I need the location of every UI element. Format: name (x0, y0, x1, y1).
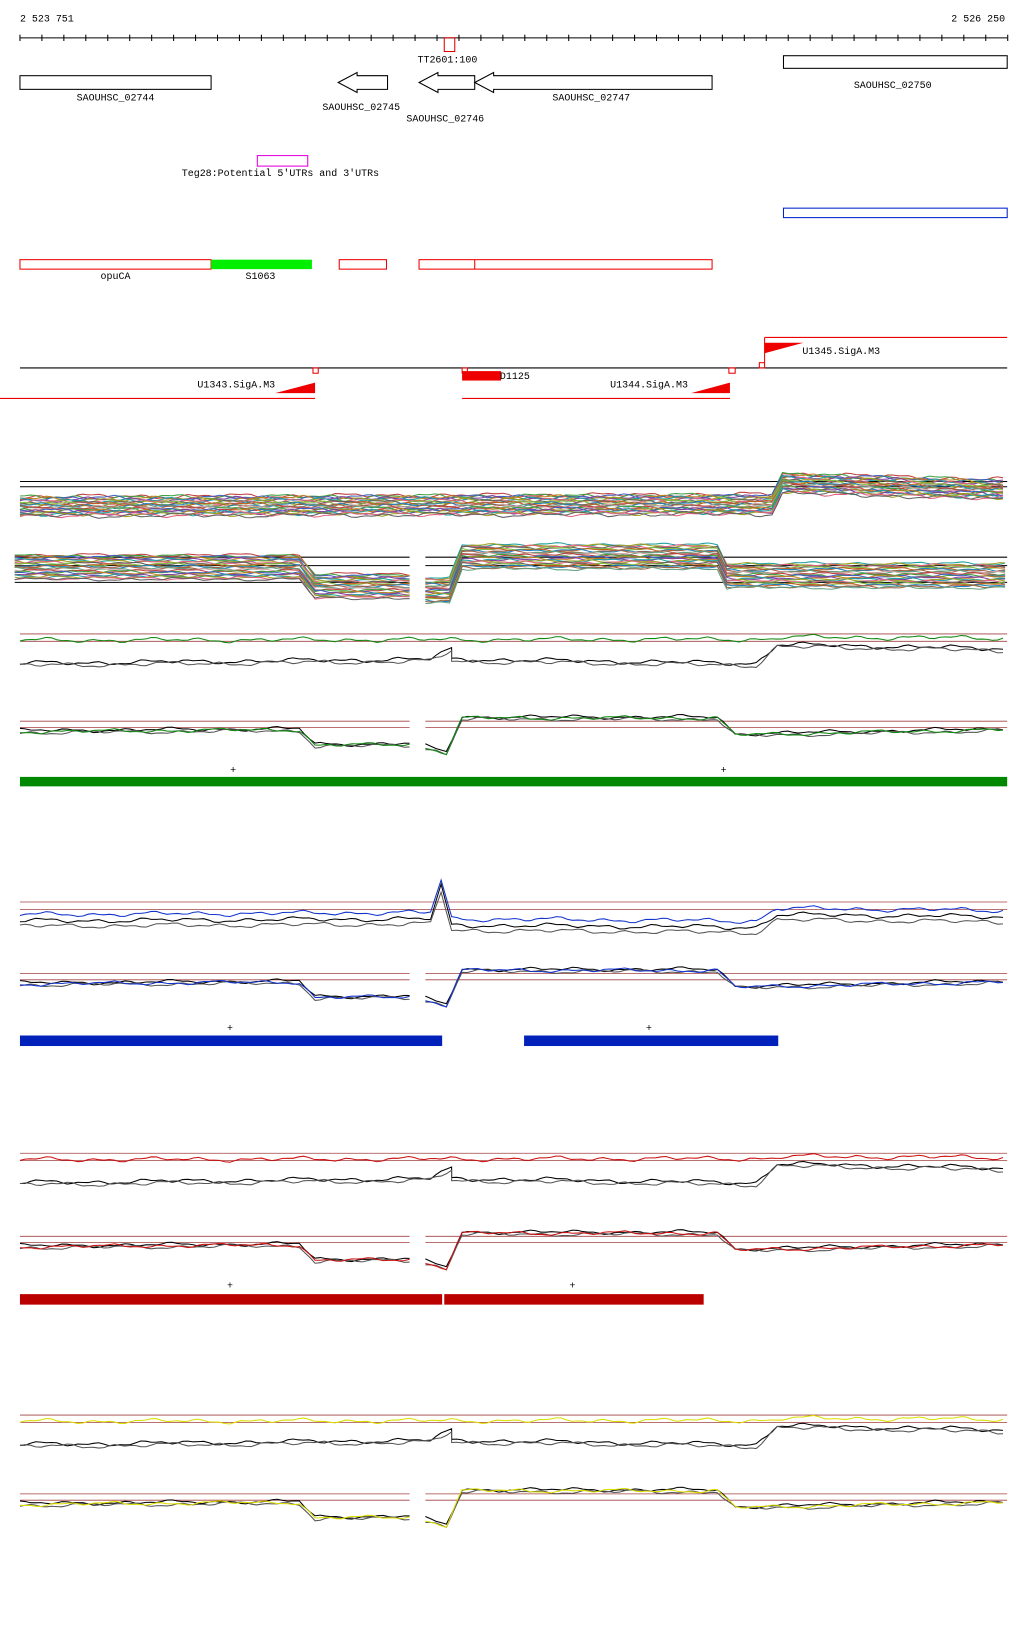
expression-line (14, 556, 410, 581)
expression-line (19, 633, 1004, 644)
expression-line (19, 1164, 1004, 1188)
expression-line (425, 967, 1004, 1008)
gene-arrow (417, 71, 476, 94)
expression-line (19, 1243, 410, 1264)
terminator-label: TT2601:100 (418, 55, 478, 66)
ruler-end: 2 526 250 (951, 14, 1005, 25)
utr-box (256, 155, 309, 167)
utr-label: Teg28:Potential 5'UTRs and 3'UTRs (182, 168, 379, 179)
expression-line (425, 1489, 1004, 1529)
strand-mark: + (569, 1280, 575, 1291)
expression-line (19, 727, 410, 747)
expression-line (425, 553, 1006, 593)
strand-mark: + (721, 765, 727, 776)
gene-label: SAOUHSC_02746 (406, 113, 484, 124)
promoter-box (728, 367, 736, 374)
expression-line (19, 878, 1004, 924)
expression-line (19, 728, 410, 749)
expression-line (19, 979, 410, 999)
expression-line (19, 475, 1004, 505)
expression-line (14, 558, 410, 583)
expression-line (425, 554, 1006, 592)
ruler-start: 2 523 751 (20, 14, 74, 25)
expression-line (19, 882, 1004, 930)
expression-line (425, 968, 1004, 1008)
gene-label: SAOUHSC_02747 (552, 92, 630, 103)
strand-mark: + (230, 765, 236, 776)
operon-label: S1063 (246, 271, 276, 282)
expression-line (425, 715, 1004, 756)
expression-line (425, 549, 1006, 588)
promoter-flag (764, 342, 804, 354)
expression-line (19, 1414, 1004, 1425)
expression-line (19, 981, 410, 1001)
expression-line (425, 557, 1006, 595)
strand-mark: + (227, 1023, 233, 1034)
gene-label: SAOUHSC_02750 (854, 80, 932, 91)
strand-mark: + (646, 1023, 652, 1034)
gene-arrow (473, 71, 713, 94)
feature-box (782, 207, 1008, 219)
expression-line (425, 1487, 1004, 1528)
strand-bar (19, 1035, 443, 1047)
promoter-label: U1345.SigA.M3 (802, 346, 880, 357)
feature-box (461, 367, 468, 374)
expression-line (19, 471, 1004, 501)
expression-line (19, 1242, 410, 1262)
strand-bar (19, 1294, 443, 1305)
operon-box (338, 259, 388, 270)
expression-line (14, 569, 410, 593)
expression-line (425, 716, 1004, 756)
expression-line (19, 1425, 1004, 1450)
expression-line (425, 542, 1006, 579)
expression-line (19, 1500, 410, 1520)
strand-bar (19, 776, 1008, 787)
expression-line (425, 1231, 1004, 1271)
feature-label: D1125 (500, 371, 530, 382)
terminator-box (443, 37, 456, 53)
promoter-flag (275, 382, 316, 394)
expression-line (425, 558, 1006, 597)
expression-line (14, 576, 410, 601)
expression-line (19, 644, 1004, 669)
gene-box (19, 75, 212, 90)
expression-line (19, 890, 1004, 936)
gene-label: SAOUHSC_02744 (77, 92, 155, 103)
expression-line (19, 490, 1004, 519)
feature-fill (462, 371, 501, 381)
promoter-box (312, 367, 319, 374)
operon-box (19, 259, 212, 270)
operon-box (211, 259, 312, 270)
expression-line (19, 490, 1004, 519)
expression-line (19, 479, 1004, 506)
promoter-label: U1343.SigA.M3 (197, 379, 275, 390)
promoter-flag (691, 382, 730, 394)
operon-box (418, 259, 713, 270)
expression-line (425, 566, 1006, 605)
gene-arrow (337, 71, 389, 94)
ruler (19, 34, 1009, 41)
expression-line (19, 1501, 410, 1522)
gene-box (782, 55, 1008, 69)
promoter-label: U1344.SigA.M3 (610, 379, 688, 390)
operon-label: opuCA (101, 271, 131, 282)
strand-mark: + (227, 1280, 233, 1291)
expression-line (425, 559, 1006, 599)
gene-label: SAOUHSC_02745 (322, 102, 400, 113)
strand-bar (444, 1294, 704, 1305)
expression-line (19, 488, 1004, 516)
expression-line (19, 1153, 1004, 1163)
expression-line (14, 565, 410, 589)
expression-tracks (14, 471, 1008, 1529)
expression-line (425, 1230, 1004, 1271)
promoter-box (758, 362, 766, 369)
expression-line (425, 562, 1006, 601)
expression-line (425, 552, 1006, 590)
strand-bar (524, 1035, 779, 1047)
